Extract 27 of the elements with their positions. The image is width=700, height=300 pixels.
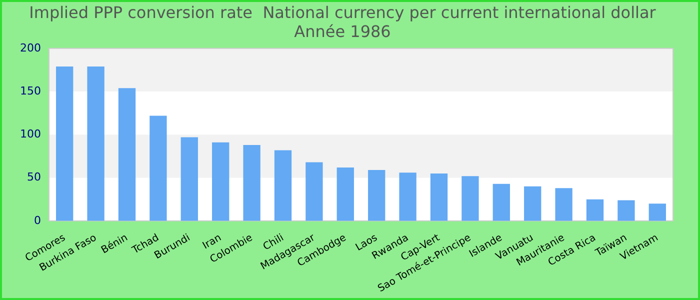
- bar: [336, 167, 354, 221]
- bar: [492, 184, 510, 221]
- chart-subtitle: Année 1986: [294, 22, 391, 41]
- y-tick-label: 50: [26, 170, 41, 184]
- bar: [243, 145, 260, 221]
- bar: [399, 172, 416, 221]
- bar: [306, 162, 323, 221]
- bar: [430, 173, 448, 221]
- y-tick-label: 100: [20, 128, 41, 141]
- bar: [618, 200, 635, 221]
- y-tick-label: 200: [20, 41, 41, 54]
- bar: [180, 137, 198, 221]
- bar: [524, 186, 542, 221]
- bar: [56, 66, 74, 221]
- bar: [555, 188, 572, 221]
- y-tick-label: 150: [20, 84, 41, 98]
- chart-title: Implied PPP conversion rate National currency per current international dollar: [29, 2, 656, 22]
- bar: [87, 66, 104, 221]
- bar: [274, 150, 292, 221]
- bar: [586, 199, 604, 221]
- bar: [150, 116, 167, 221]
- y-tick-label: 0: [34, 214, 41, 227]
- bar: [212, 142, 230, 221]
- bar: [462, 176, 479, 221]
- bar: [648, 204, 666, 221]
- bar: [118, 88, 136, 221]
- bar: [368, 170, 386, 221]
